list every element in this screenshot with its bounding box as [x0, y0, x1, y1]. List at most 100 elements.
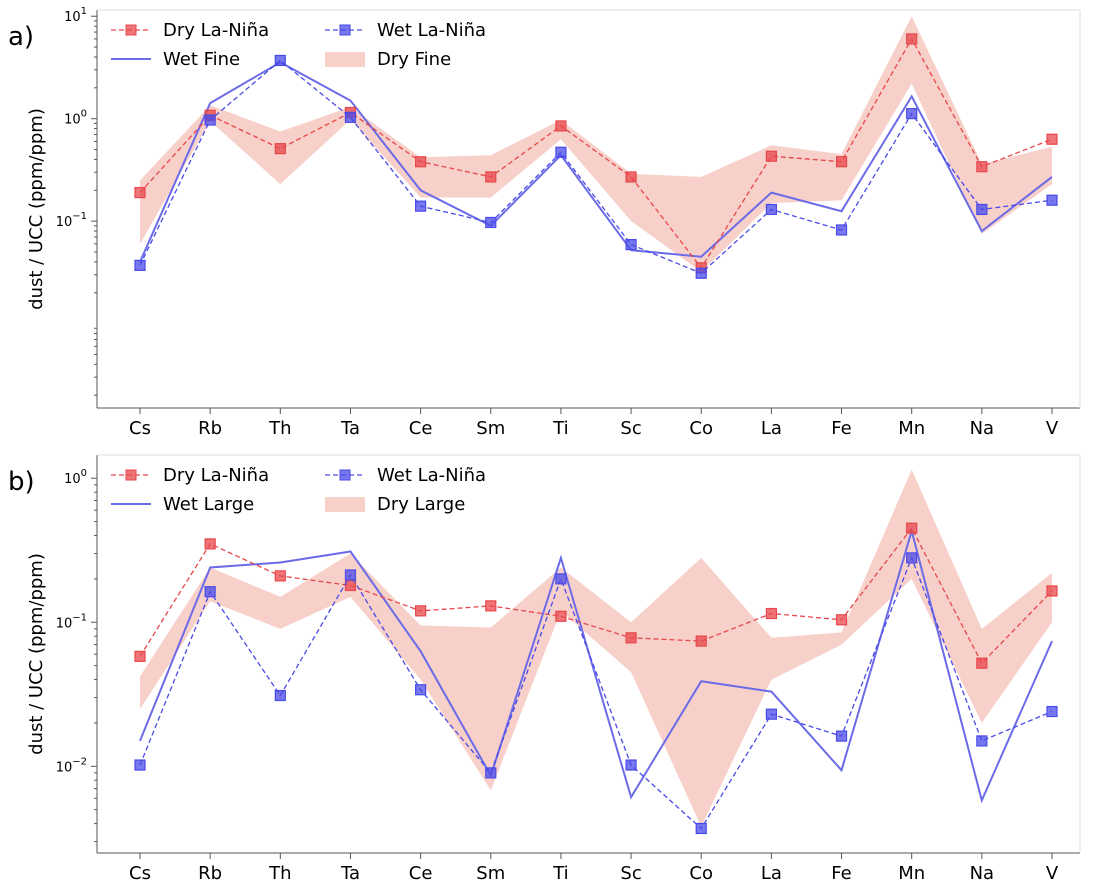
- legend-item: Dry Large: [325, 494, 465, 515]
- marker-dry-la-ni-a: [695, 635, 707, 647]
- marker-wet-la-ni-a: [906, 552, 918, 564]
- x-tick-label: Na: [970, 863, 995, 883]
- legend-swatch-marker: [125, 469, 137, 481]
- marker-wet-la-ni-a: [204, 114, 216, 126]
- legend-label: Wet La-Niña: [377, 20, 486, 41]
- y-tick-label: 10−1: [56, 612, 87, 631]
- marker-wet-la-ni-a: [695, 822, 707, 835]
- dashed-line-wet-la-ni-a: [139, 59, 1053, 274]
- legend-label: Dry Large: [377, 494, 465, 515]
- dashed-line-wet-la-ni-a: [139, 556, 1053, 830]
- marker-wet-la-ni-a: [415, 684, 427, 696]
- marker-dry-la-ni-a: [906, 33, 918, 45]
- marker-dry-la-ni-a: [274, 570, 286, 582]
- legend-item: Wet Large: [111, 494, 254, 515]
- marker-wet-la-ni-a: [555, 146, 567, 158]
- panel-label: b): [8, 467, 35, 497]
- legend-swatch-marker: [339, 469, 351, 481]
- legend-swatch-marker: [339, 24, 351, 36]
- marker-dry-la-ni-a: [1046, 585, 1058, 597]
- legend-label: Dry La-Niña: [163, 20, 269, 41]
- y-tick-label: 100: [64, 109, 87, 128]
- marker-wet-la-ni-a: [695, 267, 707, 279]
- marker-wet-la-ni-a: [625, 759, 637, 771]
- legend: Dry La-Niña Wet La-Niña Wet Large Dry Large: [111, 465, 486, 515]
- marker-wet-la-ni-a: [555, 573, 567, 585]
- legend-swatch-marker: [125, 24, 137, 36]
- y-tick-label: 10−1: [56, 211, 87, 230]
- x-tick-label: Sc: [620, 418, 641, 439]
- marker-wet-la-ni-a: [134, 759, 146, 771]
- x-tick-label: La: [761, 418, 782, 439]
- legend-item: Wet La-Niña: [325, 20, 486, 41]
- x-tick-label: Cs: [129, 418, 151, 439]
- x-tick-label: Fe: [831, 418, 851, 439]
- x-tick-label: Fe: [831, 863, 851, 883]
- legend-swatch-band: [325, 497, 365, 512]
- legend-label: Wet Fine: [163, 49, 240, 70]
- marker-wet-la-ni-a: [976, 735, 988, 747]
- y-axis-label: dust / UCC (ppm/ppm): [26, 108, 47, 310]
- legend-item: Dry La-Niña: [111, 20, 269, 41]
- x-tick-label: Mn: [898, 863, 925, 883]
- x-tick-label: Mn: [898, 418, 925, 439]
- marker-dry-la-ni-a: [134, 186, 146, 199]
- y-tick-label: 101: [64, 6, 87, 25]
- marker-wet-la-ni-a: [204, 586, 216, 598]
- dashed-line-dry-la-ni-a: [139, 37, 1053, 269]
- legend-label: Dry La-Niña: [163, 465, 269, 486]
- marker-dry-la-ni-a: [415, 156, 427, 168]
- x-tick-label: V: [1046, 863, 1059, 883]
- marker-wet-la-ni-a: [835, 730, 848, 742]
- x-tick-label: Na: [970, 418, 995, 439]
- marker-dry-la-ni-a: [485, 600, 497, 612]
- x-tick-label: Sc: [620, 863, 641, 883]
- legend-item: Wet Fine: [111, 49, 240, 70]
- marker-wet-la-ni-a: [765, 708, 777, 720]
- marker-wet-la-ni-a: [835, 224, 848, 236]
- panel-label: a): [8, 22, 34, 52]
- marker-wet-la-ni-a: [906, 108, 918, 120]
- marker-dry-la-ni-a: [835, 614, 848, 626]
- x-tick-label: Co: [689, 863, 713, 883]
- legend-item: Dry La-Niña: [111, 465, 269, 486]
- x-tick-label: Th: [268, 863, 291, 883]
- x-tick-label: Ti: [552, 418, 568, 439]
- x-tick-label: Rb: [198, 863, 222, 883]
- x-tick-label: Ce: [409, 418, 433, 439]
- marker-dry-la-ni-a: [625, 171, 637, 183]
- x-tick-label: Cs: [129, 863, 151, 883]
- marker-dry-la-ni-a: [835, 156, 848, 168]
- line-wet-large: [139, 527, 1053, 804]
- x-tick-label: Sm: [476, 418, 505, 439]
- y-tick-label: 100: [64, 468, 87, 487]
- marker-wet-la-ni-a: [415, 200, 427, 212]
- x-tick-label: Ti: [552, 863, 568, 883]
- legend-item: Dry Fine: [325, 49, 451, 70]
- marker-dry-la-ni-a: [1046, 133, 1058, 145]
- legend-label: Wet Large: [163, 494, 254, 515]
- x-tick-label: Ta: [340, 863, 360, 883]
- marker-wet-la-ni-a: [765, 203, 777, 216]
- x-tick-label: Rb: [198, 418, 222, 439]
- marker-dry-la-ni-a: [555, 120, 567, 132]
- marker-dry-la-ni-a: [204, 538, 216, 550]
- marker-wet-la-ni-a: [274, 54, 286, 67]
- marker-dry-la-ni-a: [976, 161, 988, 173]
- chart-panel-a: 10−1 100 101 Cs Rb Th Ta Ce Sm Ti Sc Co La Fe Mn Na Vdus…: [8, 6, 1081, 439]
- marker-dry-la-ni-a: [765, 607, 777, 620]
- marker-wet-la-ni-a: [485, 767, 497, 779]
- x-tick-label: Co: [689, 418, 713, 439]
- band-dry-fine: [140, 16, 1052, 272]
- marker-dry-la-ni-a: [906, 522, 918, 534]
- legend-label: Wet La-Niña: [377, 465, 486, 486]
- chart-panel-b: 10−2 10−1 100 Cs Rb Th Ta Ce Sm Ti Sc Co La Fe Mn Na Vdu…: [8, 454, 1081, 883]
- legend: Dry La-Niña Wet La-Niña Wet Fine Dry Fine: [111, 20, 486, 70]
- marker-dry-la-ni-a: [765, 150, 777, 162]
- marker-wet-la-ni-a: [976, 203, 988, 216]
- x-tick-label: V: [1046, 418, 1059, 439]
- marker-wet-la-ni-a: [274, 689, 286, 702]
- marker-dry-la-ni-a: [134, 650, 146, 662]
- dashed-line-dry-la-ni-a: [139, 526, 1053, 665]
- marker-dry-la-ni-a: [274, 143, 286, 155]
